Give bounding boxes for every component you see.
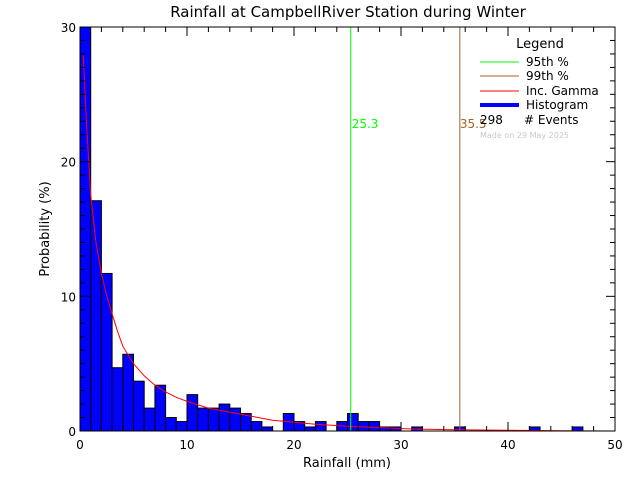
y-tick-label: 0	[68, 425, 76, 439]
histogram-bar	[90, 200, 102, 432]
legend-events-label: # Events	[524, 113, 579, 127]
histogram-bar	[261, 426, 274, 432]
legend-gamma-label: Inc. Gamma	[526, 84, 599, 98]
x-tick-label: 40	[500, 438, 515, 452]
y-tick-label: 30	[61, 21, 76, 35]
histogram-bar	[229, 407, 242, 432]
histogram-bar	[347, 412, 359, 432]
percentile-95-label: 25.3	[352, 117, 379, 131]
x-tick-label: 0	[76, 438, 84, 452]
legend: Legend 95th % 99th % Inc. Gamma Histogra…	[480, 37, 599, 140]
histogram-bar	[143, 407, 156, 432]
legend-histogram-label: Histogram	[526, 98, 588, 112]
x-tick-label: 30	[393, 438, 408, 452]
histogram-bar	[111, 367, 124, 432]
x-tick-label: 20	[286, 438, 301, 452]
histogram-bars	[79, 26, 584, 432]
histogram-bar	[154, 384, 167, 432]
histogram-bar	[122, 353, 135, 432]
gamma-curve	[82, 55, 616, 432]
histogram-bar	[218, 403, 231, 432]
x-tick-labels: 0 10 20 30 40 50	[76, 438, 622, 452]
y-tick-label: 10	[61, 290, 76, 304]
legend-99-label: 99th %	[526, 69, 569, 83]
y-axis-label: Probability (%)	[38, 181, 53, 276]
x-tick-label: 10	[179, 438, 194, 452]
legend-title: Legend	[516, 37, 564, 52]
histogram-bar	[133, 380, 145, 432]
histogram-bar	[175, 421, 188, 432]
made-on-stamp: Made on 29 May 2025	[480, 131, 569, 140]
histogram-bar	[197, 407, 209, 432]
histogram-bar	[389, 426, 402, 432]
legend-95-label: 95th %	[526, 55, 569, 69]
histogram-bar	[304, 426, 316, 432]
legend-events-count: 298	[480, 113, 503, 127]
histogram-bar	[368, 421, 381, 432]
legend-histogram-swatch	[480, 103, 519, 107]
histogram-bar	[314, 421, 327, 432]
percentile-99-label: 35.5	[460, 117, 487, 131]
x-tick-label: 50	[607, 438, 622, 452]
histogram-bar	[250, 421, 263, 432]
histogram-bar	[207, 407, 220, 432]
histogram-bar	[165, 417, 177, 432]
histogram-bar	[186, 394, 199, 432]
x-axis-label: Rainfall (mm)	[303, 456, 391, 471]
chart-title: Rainfall at CampbellRiver Station during…	[170, 3, 526, 21]
y-tick-labels: 0 10 20 30	[61, 21, 76, 439]
y-tick-label: 20	[61, 156, 76, 170]
axis-ticks	[79, 26, 616, 432]
histogram-bar	[357, 421, 370, 432]
